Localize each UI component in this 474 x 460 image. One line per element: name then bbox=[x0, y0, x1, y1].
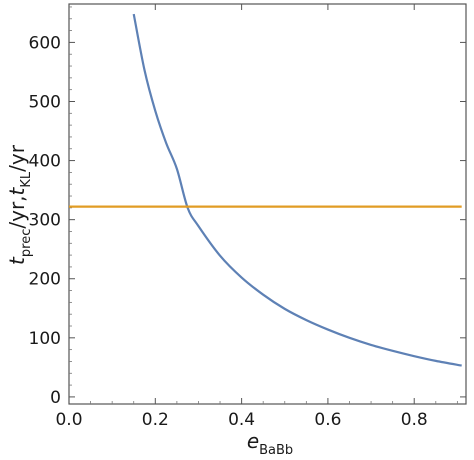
x-tick-label: 0.8 bbox=[401, 410, 428, 430]
x-tick-label: 0.0 bbox=[55, 410, 82, 430]
x-tick-label: 0.6 bbox=[314, 410, 341, 430]
y-tick-label: 300 bbox=[29, 211, 61, 231]
x-axis-title: eBaBb bbox=[247, 429, 293, 458]
y-tick-label: 100 bbox=[29, 329, 61, 349]
series-line-tprec bbox=[132, 13, 462, 367]
x-axis-ticks: 0.0 0.2 0.4 0.6 0.8 bbox=[55, 4, 458, 430]
plot-frame bbox=[68, 3, 467, 405]
plot-border bbox=[68, 3, 467, 405]
x-tick-label: 0.4 bbox=[228, 410, 255, 430]
y-tick-label: 600 bbox=[29, 33, 61, 53]
y-tick-label: 0 bbox=[50, 388, 61, 408]
y-axis-ticks: 0 100 200 300 400 500 600 bbox=[29, 6, 466, 408]
x-tick-label: 0.2 bbox=[142, 410, 169, 430]
y-tick-label: 200 bbox=[29, 270, 61, 290]
y-tick-label: 500 bbox=[29, 92, 61, 112]
y-axis-title: tprec/yr,tKL/yr bbox=[5, 144, 34, 265]
y-tick-label: 400 bbox=[29, 152, 61, 172]
series-group bbox=[69, 13, 462, 367]
